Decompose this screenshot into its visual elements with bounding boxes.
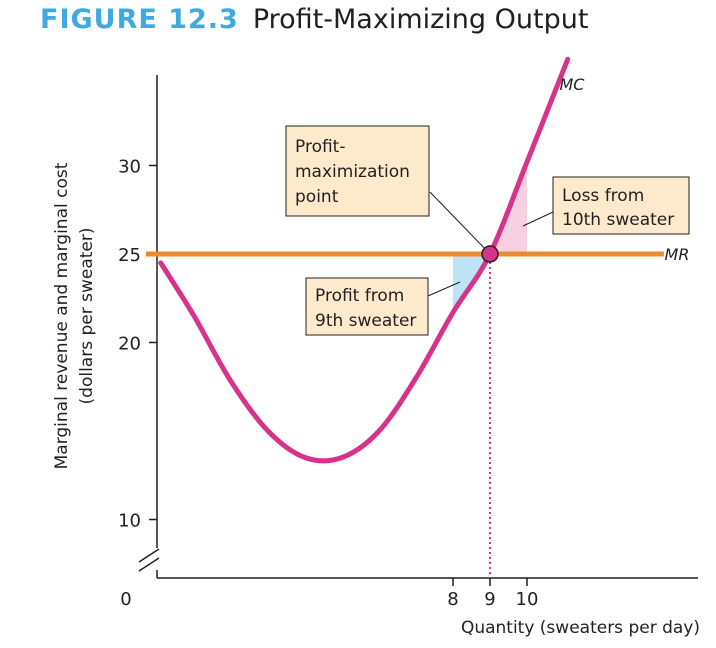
y-axis-title-line1: Marginal revenue and marginal cost <box>52 162 72 469</box>
y-tick-label: 20 <box>118 334 141 355</box>
maximization-text-line2: maximization <box>295 162 410 182</box>
x-ticks: 8 9 10 <box>447 578 538 610</box>
mc-label: MC <box>560 75 586 94</box>
figure-header: FIGURE 12.3 Profit-Maximizing Output <box>40 4 588 44</box>
x-axis-title: Quantity (sweaters per day) <box>461 618 700 638</box>
x-tick-label: 9 <box>484 589 495 610</box>
mr-label: MR <box>665 245 690 264</box>
mc-series-line <box>158 56 571 464</box>
figure-number: FIGURE 12.3 <box>40 4 239 35</box>
profit-text-line1: Profit from <box>315 286 404 306</box>
x-tick-label: 10 <box>516 589 539 610</box>
y-tick-label: 25 <box>118 245 141 266</box>
axis-break-marker <box>138 548 160 572</box>
profit-text-line2: 9th sweater <box>315 311 416 331</box>
profit-leader <box>427 281 461 297</box>
profit-maximization-point <box>481 245 499 263</box>
x-tick-label: 8 <box>447 589 458 610</box>
maximization-text-line1: Profit- <box>295 137 345 157</box>
maximization-text-line3: point <box>295 187 339 207</box>
figure-title: Profit-Maximizing Output <box>252 4 589 35</box>
maximization-leader <box>429 191 491 255</box>
origin-label: 0 <box>120 589 131 610</box>
loss-annotation: Loss from 10th sweater <box>552 176 690 235</box>
profit-annotation: Profit from 9th sweater <box>305 277 429 336</box>
loss-leader <box>522 211 554 227</box>
loss-text-line2: 10th sweater <box>562 210 674 230</box>
y-tick-label: 10 <box>118 511 141 532</box>
y-tick-label: 30 <box>118 157 141 178</box>
loss-text-line1: Loss from <box>562 186 644 206</box>
y-ticks: 10 20 25 30 <box>118 157 157 532</box>
maximization-annotation: Profit- maximization point <box>285 125 430 217</box>
y-axis-title-line2: (dollars per sweater) <box>77 228 97 405</box>
